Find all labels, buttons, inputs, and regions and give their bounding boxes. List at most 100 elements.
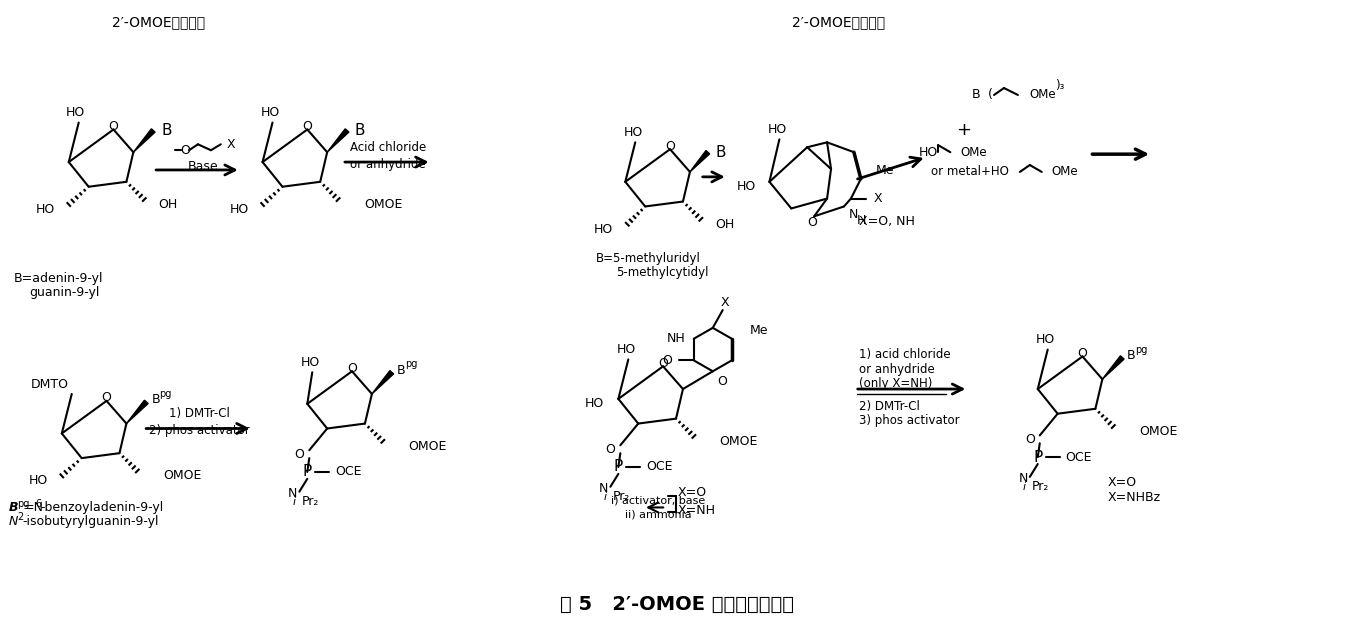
Text: 2) phos activator: 2) phos activator (149, 424, 249, 437)
Text: Acid chloride: Acid chloride (349, 141, 427, 154)
Text: OCE: OCE (1066, 451, 1093, 463)
Text: O: O (718, 375, 727, 387)
Text: HO: HO (1036, 333, 1055, 346)
Text: =N: =N (24, 501, 45, 514)
Text: OMe: OMe (1052, 165, 1078, 179)
Text: HO: HO (919, 146, 938, 159)
Text: 2′-OMOE嘌呤核苷: 2′-OMOE嘌呤核苷 (111, 15, 204, 29)
Text: pg: pg (18, 499, 30, 508)
Text: B: B (397, 364, 405, 377)
Text: or anhydride: or anhydride (858, 363, 934, 376)
Text: OMOE: OMOE (364, 198, 402, 211)
Text: HO: HO (229, 203, 249, 216)
Text: HO: HO (35, 203, 56, 216)
Text: i: i (292, 496, 295, 506)
Text: 图 5   2′-OMOE 酰胺的合成路线: 图 5 2′-OMOE 酰胺的合成路线 (561, 594, 793, 613)
Text: B: B (355, 123, 366, 138)
Text: -benzoyladenin-9-yl: -benzoyladenin-9-yl (41, 501, 164, 514)
Text: )₃: )₃ (1055, 78, 1064, 92)
Text: i: i (1022, 482, 1026, 492)
Text: Pr₂: Pr₂ (612, 490, 630, 503)
Text: B: B (1128, 349, 1136, 362)
Text: (: ( (988, 89, 992, 101)
Polygon shape (328, 129, 349, 152)
Text: OMOE: OMOE (720, 435, 758, 448)
Text: 6: 6 (35, 499, 41, 508)
Text: OMe: OMe (960, 146, 987, 159)
Text: ii) ammonia: ii) ammonia (624, 510, 692, 519)
Text: X=O, NH: X=O, NH (858, 215, 915, 228)
Text: Me: Me (876, 165, 894, 177)
Text: pg: pg (405, 360, 417, 370)
Text: O: O (658, 357, 668, 370)
Text: P: P (1033, 449, 1043, 465)
Text: O: O (294, 448, 305, 461)
Polygon shape (1102, 356, 1124, 379)
Text: HO: HO (585, 398, 604, 410)
Text: O: O (605, 442, 615, 456)
Text: i: i (604, 492, 607, 501)
Text: O: O (1025, 433, 1034, 446)
Text: 1) DMTr-Cl: 1) DMTr-Cl (168, 407, 229, 420)
Text: N: N (1018, 472, 1028, 486)
Text: i) activator, base: i) activator, base (611, 496, 705, 506)
Text: X: X (873, 192, 883, 205)
Text: HO: HO (737, 180, 756, 193)
Text: N: N (9, 515, 19, 528)
Text: (only X=NH): (only X=NH) (858, 377, 933, 389)
Text: OMOE: OMOE (164, 470, 202, 482)
Text: O: O (665, 140, 676, 153)
Text: Pr₂: Pr₂ (1032, 480, 1049, 493)
Text: NH: NH (668, 332, 686, 345)
Polygon shape (372, 370, 394, 394)
Text: X=NH: X=NH (678, 504, 716, 517)
Text: B=5-methyluridyl: B=5-methyluridyl (596, 253, 700, 265)
Text: OCE: OCE (336, 465, 362, 479)
Text: 3) phos activator: 3) phos activator (858, 414, 960, 427)
Text: Base: Base (188, 160, 218, 173)
Text: B: B (152, 393, 160, 406)
Text: N: N (288, 487, 298, 500)
Text: B: B (161, 123, 172, 138)
Text: Pr₂: Pr₂ (302, 495, 318, 508)
Text: 5-methylcytidyl: 5-methylcytidyl (616, 266, 709, 279)
Text: OH: OH (715, 218, 734, 231)
Text: HO: HO (768, 123, 787, 136)
Text: X: X (226, 138, 236, 151)
Text: OMe: OMe (1030, 89, 1056, 101)
Text: H: H (857, 214, 867, 227)
Text: 1) acid chloride: 1) acid chloride (858, 348, 951, 361)
Text: 2) DMTr-Cl: 2) DMTr-Cl (858, 400, 919, 413)
Text: B: B (972, 89, 980, 101)
Text: N: N (849, 208, 858, 221)
Text: OH: OH (158, 198, 177, 211)
Text: P: P (303, 465, 311, 479)
Text: 2: 2 (18, 512, 23, 522)
Text: X: X (720, 296, 728, 309)
Text: HO: HO (594, 223, 613, 235)
Text: O: O (662, 354, 672, 367)
Text: guanin-9-yl: guanin-9-yl (28, 286, 99, 299)
Text: O: O (180, 144, 190, 157)
Text: X=O: X=O (1108, 476, 1136, 489)
Text: pg: pg (160, 389, 172, 399)
Text: HO: HO (624, 126, 643, 139)
Text: HO: HO (28, 474, 47, 487)
Polygon shape (691, 151, 709, 172)
Text: O: O (108, 120, 118, 133)
Text: B=adenin-9-yl: B=adenin-9-yl (14, 272, 104, 285)
Text: DMTO: DMTO (31, 378, 69, 391)
Text: OMOE: OMOE (409, 440, 447, 453)
Text: +: + (956, 122, 971, 139)
Text: HO: HO (261, 106, 280, 119)
Text: X=NHBz: X=NHBz (1108, 491, 1160, 504)
Text: B: B (716, 145, 726, 160)
Text: OMOE: OMOE (1139, 425, 1178, 438)
Text: P: P (613, 460, 623, 475)
Text: O: O (1078, 347, 1087, 360)
Text: or metal+HO: or metal+HO (932, 165, 1009, 179)
Text: -isobutyrylguanin-9-yl: -isobutyrylguanin-9-yl (22, 515, 158, 528)
Text: O: O (347, 362, 357, 375)
Text: HO: HO (301, 356, 320, 369)
Text: B: B (9, 501, 19, 514)
